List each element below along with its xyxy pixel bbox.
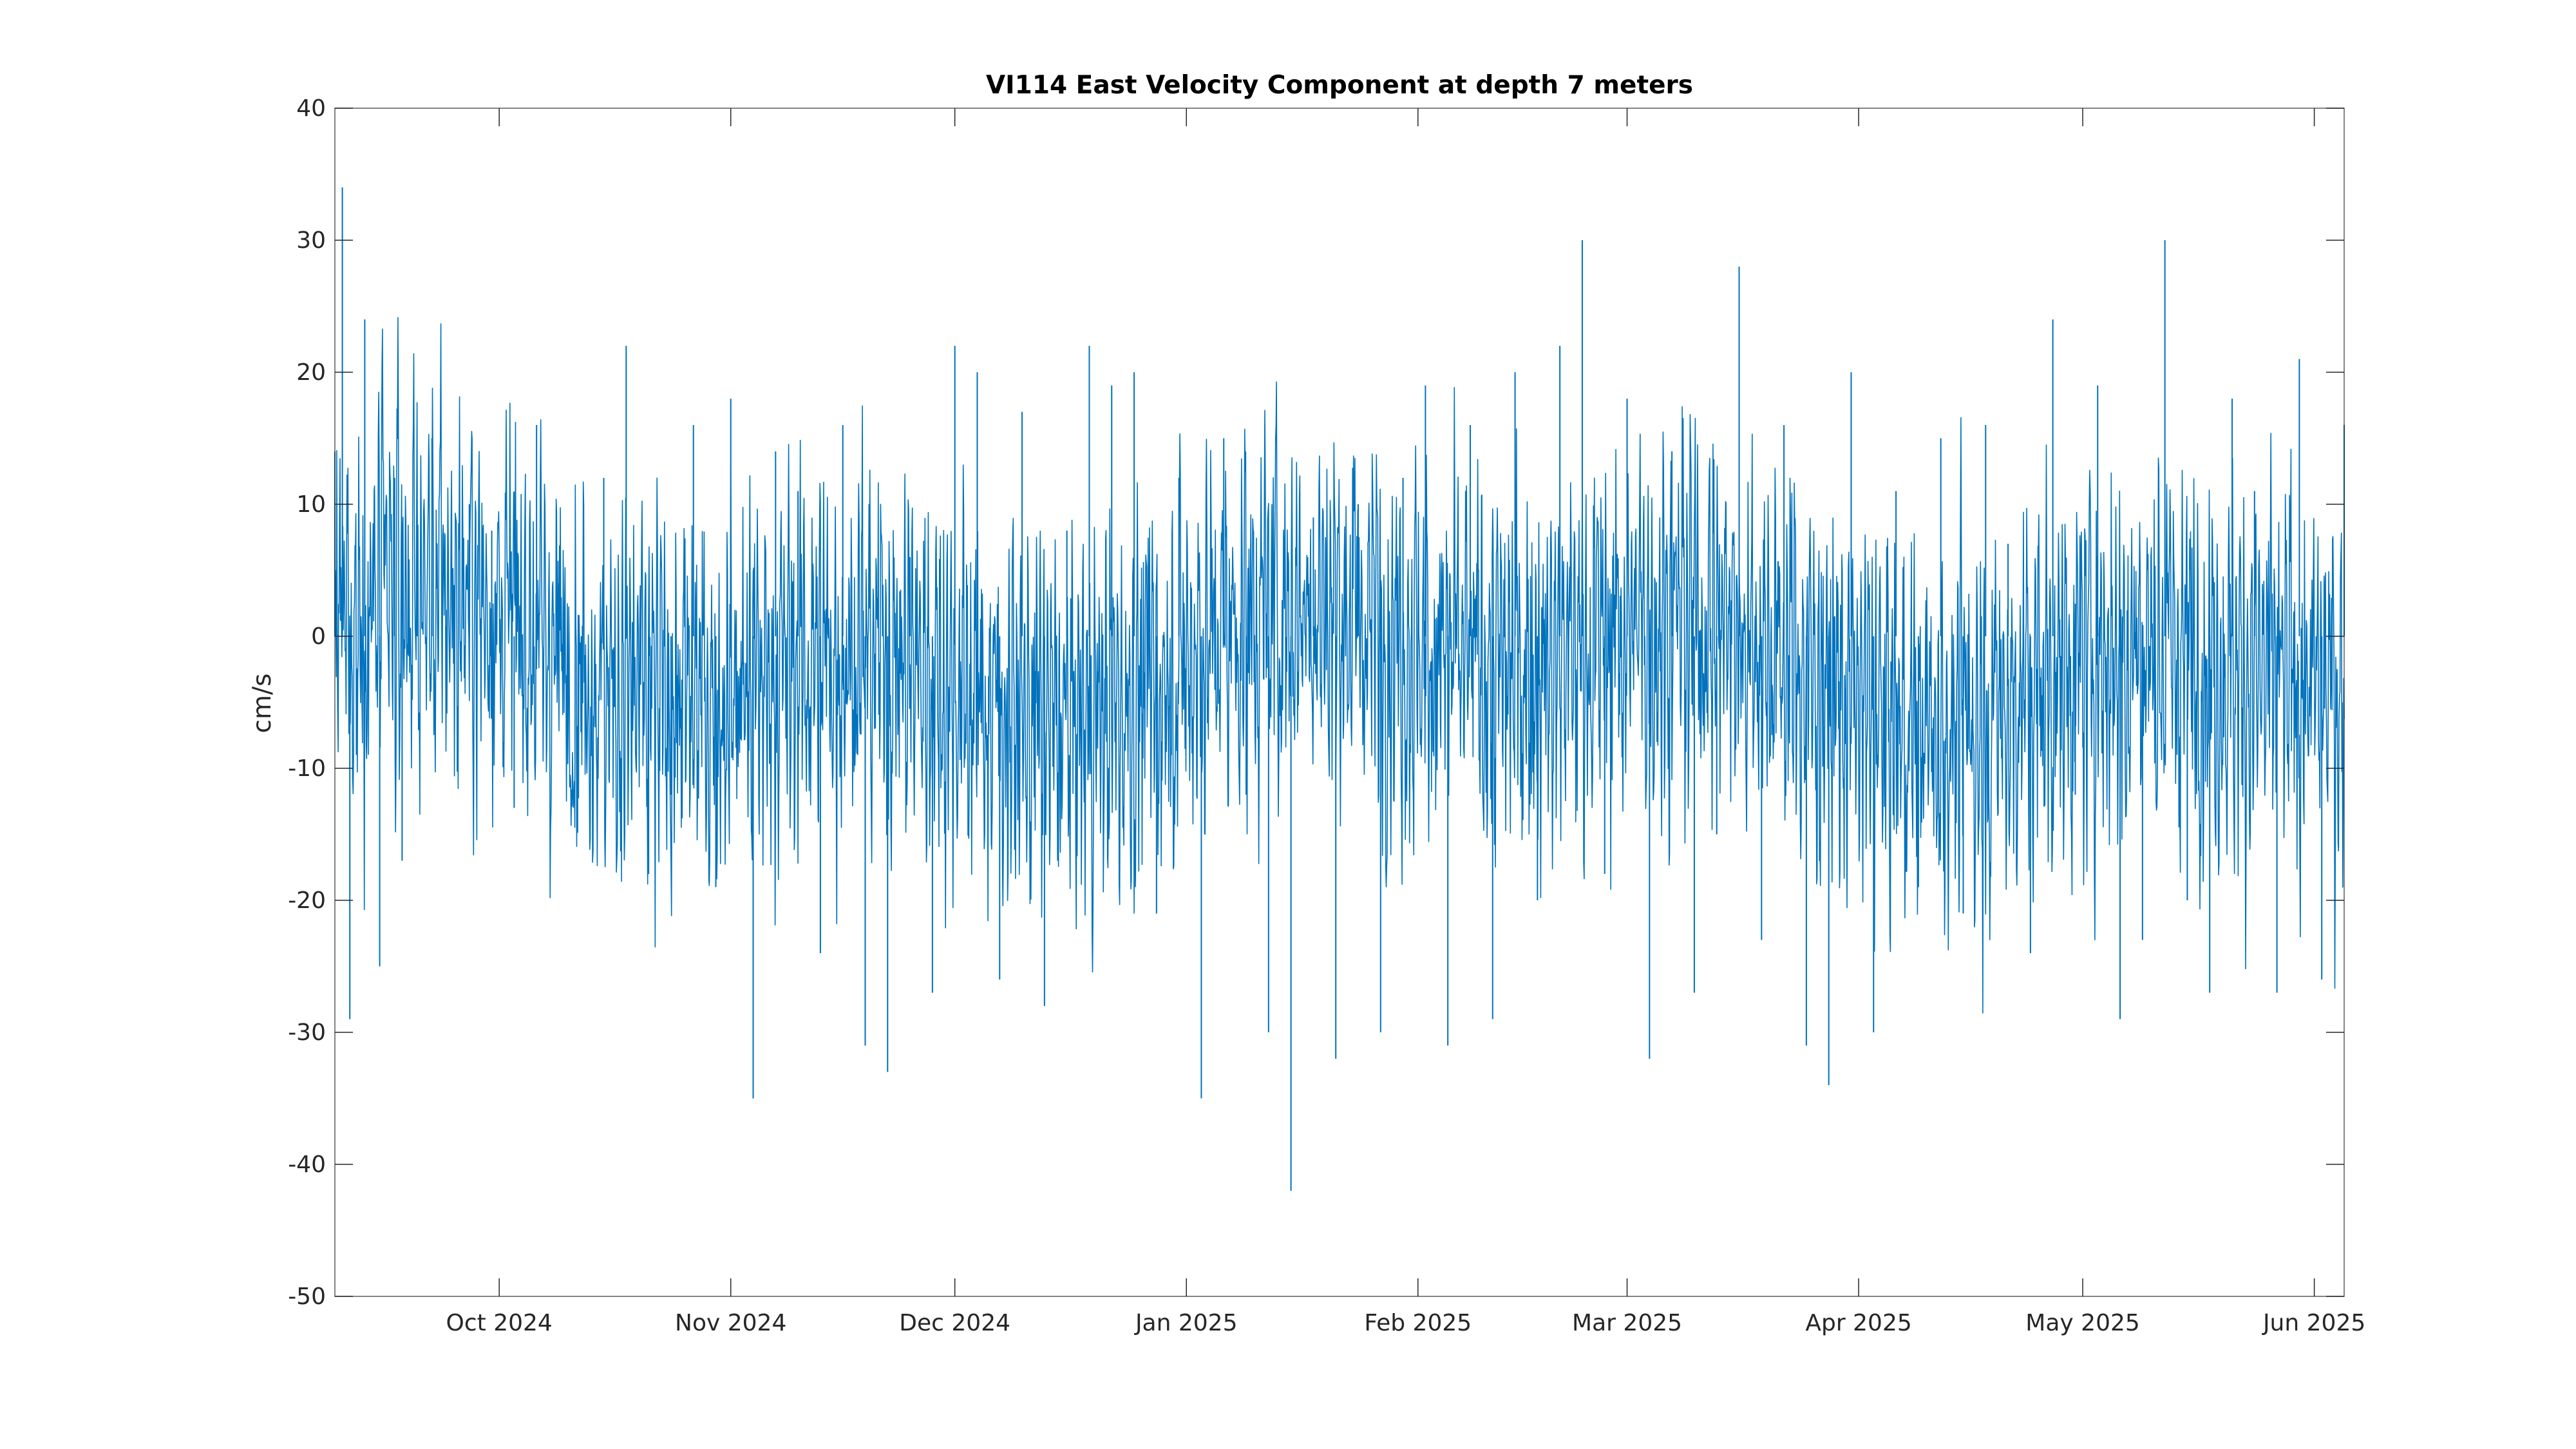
y-axis-label: cm/s [248, 674, 277, 734]
series-layer [334, 187, 2345, 1191]
x-tick-label: Oct 2024 [446, 1310, 553, 1336]
y-tick-label: 40 [296, 95, 326, 122]
x-tick-label: Jan 2025 [1134, 1310, 1238, 1336]
y-tick-label: 30 [296, 227, 326, 254]
y-tick-label: 10 [296, 491, 326, 518]
x-tick-label: Dec 2024 [899, 1310, 1010, 1336]
x-tick-label: Apr 2025 [1805, 1310, 1911, 1336]
plot-area-frame [334, 108, 2345, 1297]
y-tick-label: 20 [296, 359, 326, 386]
y-tick-label: -30 [288, 1019, 326, 1046]
chart-title: VI114 East Velocity Component at depth 7… [986, 71, 1693, 100]
y-tick-label: 0 [311, 623, 326, 650]
y-axis: 40 30 20 10 0 -10 -20 -30 -40 -50 [288, 95, 2344, 1310]
y-tick-label: -10 [288, 755, 326, 782]
y-tick-label: -50 [288, 1283, 326, 1310]
x-tick-label: Feb 2025 [1364, 1310, 1472, 1336]
x-tick-label: Mar 2025 [1572, 1310, 1682, 1336]
x-tick-label: May 2025 [2025, 1310, 2140, 1336]
x-tick-label: Jun 2025 [2262, 1310, 2365, 1336]
x-tick-label: Nov 2024 [675, 1310, 786, 1336]
x-axis: Oct 2024 Nov 2024 Dec 2024 Jan 2025 Feb 2025… [446, 108, 2365, 1336]
y-tick-label: -40 [288, 1151, 326, 1178]
y-tick-label: -20 [288, 887, 326, 914]
series-trace [334, 317, 2345, 1014]
